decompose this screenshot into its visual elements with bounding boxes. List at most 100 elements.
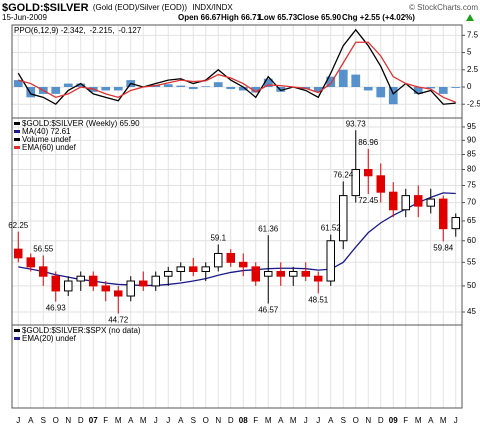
candle-body (101, 285, 110, 292)
histogram-bar (163, 84, 173, 87)
histogram-bar (176, 85, 186, 87)
x-tick-label: O (353, 416, 359, 425)
histogram-bar (201, 86, 211, 87)
candle-body (301, 270, 310, 277)
series-line (17, 28, 456, 106)
price-annotation: 59.84 (433, 244, 454, 253)
candle-body (376, 175, 385, 193)
histogram-bar (251, 87, 261, 93)
histogram-bar (326, 76, 336, 87)
y-tick-label: 5 (467, 48, 472, 57)
x-tick-label: J (154, 416, 158, 425)
price-annotation: 93.73 (346, 119, 367, 128)
credit: © StockCharts.com (409, 3, 478, 12)
candle-body (239, 261, 248, 268)
y-tick-label: 7.5 (467, 30, 479, 39)
x-tick-label: M (265, 416, 272, 425)
x-tick-label: M (440, 416, 447, 425)
candle-body (314, 275, 323, 282)
x-tick-label: 07 (89, 416, 98, 425)
x-tick-label: D (78, 416, 84, 425)
candle-body (426, 198, 435, 207)
candle-body (89, 275, 98, 287)
legend-entry: EMA(60) undef (22, 143, 77, 152)
y-tick-label: 90 (467, 135, 476, 144)
date: 15-Jun-2009 (2, 13, 47, 22)
y-tick-label: 55 (467, 257, 476, 266)
candle-body (251, 266, 260, 282)
candle-body (264, 270, 273, 277)
description: (Gold (EOD)/Silver (EOD)) (93, 3, 188, 12)
candle-body (176, 266, 185, 272)
candle-body (389, 191, 398, 211)
y-tick-label: 95 (467, 122, 476, 131)
candle-body (214, 252, 223, 268)
price-annotation: 44.72 (108, 316, 129, 325)
y-tick-label: 75 (467, 181, 476, 190)
candle-body (64, 280, 73, 292)
candle-body (401, 195, 410, 211)
candle-body (226, 252, 235, 263)
quote-field: Low 65.73 (259, 13, 298, 22)
price-annotation: 61.36 (258, 224, 279, 233)
histogram-bar (238, 87, 248, 91)
price-annotation: 48.51 (308, 296, 329, 305)
candle-body (76, 275, 85, 282)
candle-body (151, 275, 160, 287)
x-tick-label: 08 (239, 416, 248, 425)
x-tick-label: O (53, 416, 59, 425)
legend-entry: EMA(20) undef (22, 334, 77, 343)
histogram-bar (338, 69, 348, 87)
legend-entry: Volume undef (22, 135, 72, 144)
candle-body (14, 248, 23, 259)
legend-entry: MA(40) 72.61 (22, 127, 71, 136)
x-tick-label: 09 (389, 416, 398, 425)
legend-swatch (14, 130, 20, 133)
legend-swatch (14, 329, 20, 332)
price-annotation: 46.57 (258, 306, 279, 315)
candle-body (414, 195, 423, 207)
y-tick-label: 45 (467, 307, 476, 316)
candle-body (276, 270, 285, 277)
price-annotation: 72.45 (358, 196, 379, 205)
quote-field: Close 65.90 (297, 13, 342, 22)
x-tick-label: A (28, 416, 34, 425)
histogram-bar (363, 87, 373, 91)
candle-body (114, 290, 123, 297)
candle-body (164, 270, 173, 277)
histogram-bar (376, 87, 386, 98)
header-line: $GOLD:$SILVER (Gold (EOD)/Silver (EOD)) … (2, 2, 233, 14)
candle-body (39, 266, 48, 277)
legend-entry: -2.215, (90, 26, 115, 35)
legend-swatch (14, 146, 20, 149)
x-tick-label: M (140, 416, 147, 425)
x-tick-label: J (304, 416, 308, 425)
histogram-bar (263, 78, 273, 87)
y-tick-label: 60 (467, 236, 476, 245)
legend-entry: -0.127 (119, 26, 142, 35)
histogram-bar (26, 87, 36, 98)
legend-swatch (14, 337, 20, 340)
x-tick-label: D (378, 416, 384, 425)
x-tick-label: J (16, 416, 20, 425)
x-tick-label: O (203, 416, 209, 425)
histogram-bar (13, 80, 23, 87)
candle-body (364, 169, 373, 177)
x-tick-label: M (115, 416, 122, 425)
x-tick-label: D (228, 416, 234, 425)
price-annotation: 61.52 (321, 224, 342, 233)
x-tick-label: F (403, 416, 408, 425)
quote-field: Chg +2.55 (+4.02%) (342, 13, 415, 22)
candle-body (201, 266, 210, 272)
histogram-bar (451, 87, 461, 88)
histogram-bar (313, 87, 323, 92)
exchange: INDX/INDX (192, 3, 233, 12)
y-tick-label: 0 (467, 82, 472, 91)
x-tick-label: J (166, 416, 170, 425)
legend-entry: $GOLD:$SILVER:$SPX (no data) (22, 326, 141, 335)
x-tick-label: A (128, 416, 134, 425)
x-tick-label: A (278, 416, 284, 425)
candle-body (126, 280, 135, 297)
series-line (18, 41, 456, 103)
up-arrow (466, 14, 474, 21)
